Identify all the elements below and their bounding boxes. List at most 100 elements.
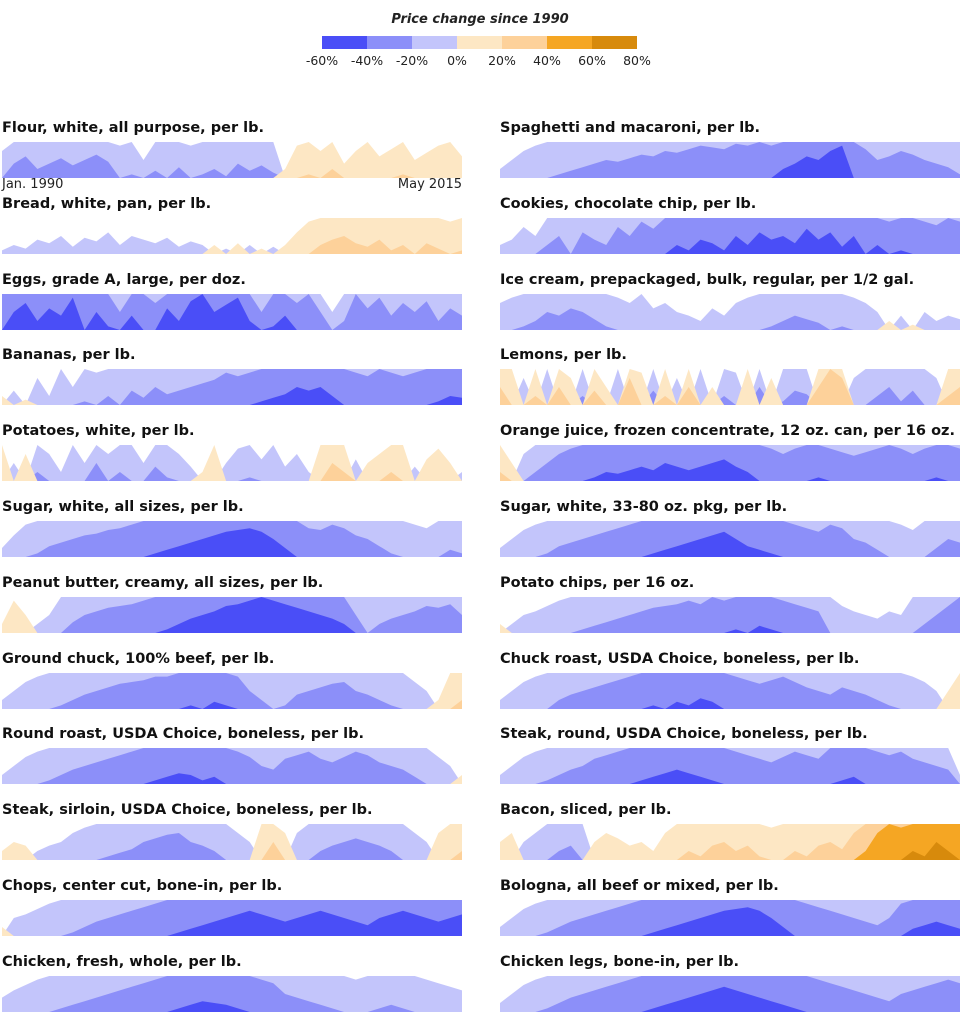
band-area <box>2 596 462 633</box>
chart-title: Round roast, USDA Choice, boneless, per … <box>2 726 365 743</box>
legend-swatch <box>367 36 412 49</box>
chart-panel: Flour, white, all purpose, per lb. Jan. 1… <box>2 120 464 192</box>
band-area <box>500 596 960 633</box>
chart-title: Lemons, per lb. <box>500 347 627 364</box>
band-area <box>2 748 462 785</box>
horizon-chart <box>2 293 462 330</box>
horizon-chart <box>500 369 960 406</box>
band-area <box>500 369 960 406</box>
band-area <box>500 387 960 406</box>
legend-tick-label: 0% <box>447 53 467 68</box>
chart-panel: Orange juice, frozen concentrate, 12 oz.… <box>500 423 960 495</box>
horizon-chart <box>2 217 462 254</box>
horizon-chart <box>500 824 960 861</box>
horizon-chart <box>2 369 462 406</box>
chart-panel: Eggs, grade A, large, per doz. <box>2 272 464 344</box>
band-area <box>500 672 960 709</box>
chart-panel: Steak, round, USDA Choice, boneless, per… <box>500 726 960 798</box>
chart-panel: Bologna, all beef or mixed, per lb. <box>500 878 960 950</box>
band-area <box>2 154 462 178</box>
horizon-chart <box>500 142 960 178</box>
chart-panel: Sugar, white, 33-80 oz. pkg, per lb. <box>500 499 960 571</box>
legend-swatch <box>592 36 637 49</box>
legend-scale: -60% -40% -20% 0% 20% 40% 60% 80% <box>306 36 651 68</box>
horizon-chart <box>500 672 960 709</box>
chart-title: Flour, white, all purpose, per lb. <box>2 120 265 136</box>
legend-tick-label: 20% <box>488 53 516 68</box>
band-area <box>2 142 462 178</box>
band-area <box>2 833 462 861</box>
band-area <box>500 531 960 557</box>
band-area <box>500 769 960 785</box>
legend-swatch <box>457 36 502 49</box>
band-area <box>2 235 462 254</box>
chart-title: Chicken legs, bone-in, per lb. <box>500 953 739 970</box>
chart-title: Peanut butter, creamy, all sizes, per lb… <box>2 574 324 591</box>
chart-panel: Ice cream, prepackaged, bulk, regular, p… <box>500 272 960 344</box>
band-area <box>500 824 960 861</box>
band-area <box>500 824 960 861</box>
chart-panel: Chicken legs, bone-in, per lb. <box>500 954 960 1026</box>
chart-panel: Bread, white, pan, per lb. <box>2 196 464 268</box>
legend-title: Price change since 1990 <box>391 12 569 27</box>
chart-panel: Potato chips, per 16 oz. <box>500 575 960 647</box>
horizon-chart <box>500 975 960 1012</box>
horizon-chart <box>2 672 462 709</box>
chart-panel: Ground chuck, 100% beef, per lb. <box>2 651 464 723</box>
band-area <box>2 142 462 178</box>
band-area <box>2 445 462 482</box>
chart-panel: Potatoes, white, per lb. <box>2 423 464 495</box>
legend-tick-label: -60% <box>306 53 338 68</box>
chart-title: Potato chips, per 16 oz. <box>500 574 695 591</box>
band-area <box>500 307 960 330</box>
horizon-chart <box>2 975 462 1012</box>
chart-title: Bacon, sliced, per lb. <box>500 802 672 819</box>
band-area <box>500 842 960 861</box>
horizon-chart <box>2 824 462 861</box>
horizon-chart <box>2 445 462 482</box>
band-area <box>2 701 462 709</box>
band-area <box>2 445 462 482</box>
band-area <box>500 228 960 254</box>
chart-panel: Chops, center cut, bone-in, per lb. <box>2 878 464 950</box>
band-area <box>2 528 462 557</box>
chart-panel: Cookies, chocolate chip, per lb. <box>500 196 960 268</box>
legend-tick-label: 80% <box>623 53 651 68</box>
band-area <box>2 369 462 406</box>
horizon-chart <box>500 445 960 482</box>
band-area <box>2 232 462 254</box>
chart-title: Chuck roast, USDA Choice, boneless, per … <box>500 650 860 667</box>
chart-panel: Round roast, USDA Choice, boneless, per … <box>2 726 464 798</box>
legend-swatch <box>322 36 367 49</box>
chart-title: Spaghetti and macaroni, per lb. <box>500 120 761 136</box>
chart-panel: Chuck roast, USDA Choice, boneless, per … <box>500 651 960 723</box>
horizon-chart <box>2 748 462 785</box>
chart-title: Chops, center cut, bone-in, per lb. <box>2 878 283 894</box>
legend-swatch <box>412 36 457 49</box>
chart-panel: Steak, sirloin, USDA Choice, boneless, p… <box>2 802 464 874</box>
horizon-chart <box>500 900 960 936</box>
chart-title: Steak, round, USDA Choice, boneless, per… <box>500 726 868 743</box>
horizon-chart <box>2 521 462 557</box>
band-area <box>2 293 462 330</box>
horizon-chart <box>2 142 462 178</box>
chart-title: Potatoes, white, per lb. <box>2 423 195 440</box>
x-start-label: Jan. 1990 <box>2 177 64 192</box>
chart-panel: Bananas, per lb. <box>2 347 464 419</box>
legend-tick-label: -40% <box>351 53 383 68</box>
band-area <box>500 986 960 1012</box>
band-area <box>500 293 960 330</box>
chart-title: Chicken, fresh, whole, per lb. <box>2 953 242 970</box>
chart-panel: Sugar, white, all sizes, per lb. <box>2 499 464 571</box>
chart-title: Cookies, chocolate chip, per lb. <box>500 195 757 212</box>
legend-swatch <box>547 36 592 49</box>
color-legend: Price change since 1990 -60% -40% -20% 0% 20… <box>300 12 660 72</box>
legend-tick-label: -20% <box>396 53 428 68</box>
legend-swatch <box>502 36 547 49</box>
chart-title: Ground chuck, 100% beef, per lb. <box>2 650 275 667</box>
x-end-label: May 2015 <box>397 177 462 192</box>
legend-tick-label: 60% <box>578 53 606 68</box>
chart-title: Ice cream, prepackaged, bulk, regular, p… <box>500 271 915 288</box>
band-area <box>500 145 960 178</box>
chart-title: Bread, white, pan, per lb. <box>2 195 212 212</box>
